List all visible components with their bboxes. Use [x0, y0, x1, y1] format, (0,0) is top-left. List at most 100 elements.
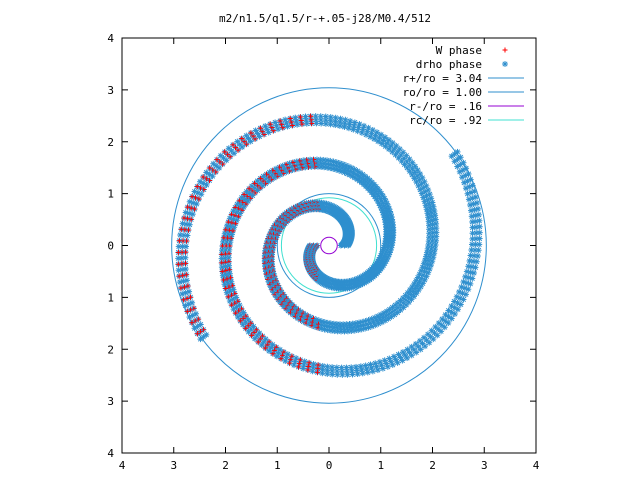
- drho-point: [451, 310, 458, 317]
- w-point: [227, 154, 233, 160]
- drho-point: [373, 129, 380, 136]
- drho-point: [220, 238, 227, 245]
- drho-point: [469, 275, 476, 282]
- drho-point: [432, 212, 439, 219]
- legend-label-drho: drho phase: [416, 58, 482, 71]
- drho-point: [404, 355, 411, 362]
- w-point: [243, 141, 249, 147]
- drho-point: [209, 173, 216, 180]
- w-point: [257, 176, 263, 182]
- w-point: [181, 297, 187, 303]
- drho-point: [175, 267, 182, 274]
- drho-point: [417, 283, 424, 290]
- w-point: [254, 183, 260, 189]
- w-point: [297, 158, 303, 164]
- w-point: [309, 120, 315, 126]
- legend-label-w: W phase: [436, 44, 482, 57]
- chart-title: m2/n1.5/q1.5/r-+.05-j28/M0.4/512: [219, 12, 431, 25]
- drho-point: [324, 370, 331, 377]
- drho-point: [239, 321, 246, 328]
- drho-point: [473, 258, 480, 265]
- y-tick-label: 1: [107, 188, 114, 201]
- w-point: [241, 192, 247, 198]
- drho-point: [266, 347, 273, 354]
- drho-point: [391, 311, 398, 318]
- w-point: [305, 363, 311, 369]
- drho-point: [428, 245, 435, 252]
- drho-point: [251, 335, 258, 342]
- w-point: [188, 216, 194, 222]
- drho-point: [454, 156, 461, 163]
- drho-point: [175, 243, 182, 250]
- legend-label-circle: r+/ro = 3.04: [403, 72, 483, 85]
- drho-point: [417, 346, 424, 353]
- x-tick-label: 3: [481, 459, 488, 472]
- drho-point: [191, 325, 198, 332]
- drho-point: [177, 231, 184, 238]
- w-point: [184, 308, 190, 314]
- w-point: [260, 178, 266, 184]
- w-point: [277, 118, 283, 124]
- drho-point: [385, 137, 392, 144]
- drho-point: [439, 316, 446, 323]
- drho-point: [309, 368, 316, 375]
- w-point: [296, 364, 302, 370]
- drho-point: [369, 368, 376, 375]
- drho-point: [463, 165, 470, 172]
- w-point: [223, 268, 229, 274]
- w-point: [270, 351, 276, 357]
- drho-point: [414, 167, 421, 174]
- drho-point: [475, 211, 482, 218]
- drho-point: [322, 113, 329, 120]
- w-point: [224, 151, 230, 157]
- drho-point: [406, 349, 413, 356]
- drho-point: [245, 316, 252, 323]
- drho-point: [351, 119, 358, 126]
- w-point: [200, 174, 206, 180]
- drho-point: [329, 371, 336, 378]
- w-point: [296, 360, 302, 366]
- drho-point: [262, 123, 269, 130]
- w-point: [502, 47, 508, 53]
- drho-point: [389, 361, 396, 368]
- drho-point: [410, 293, 417, 300]
- w-point: [221, 277, 227, 283]
- w-point: [257, 125, 263, 131]
- drho-point: [197, 178, 204, 185]
- y-tick-label: 2: [107, 343, 114, 356]
- drho-point: [334, 371, 341, 378]
- w-point: [189, 194, 195, 200]
- w-point: [226, 227, 232, 233]
- drho-point: [430, 203, 437, 210]
- drho-point: [292, 114, 299, 121]
- w-point: [176, 273, 182, 279]
- w-point: [207, 165, 213, 171]
- drho-point: [252, 127, 259, 134]
- w-point: [287, 360, 293, 366]
- w-point: [255, 339, 261, 345]
- drho-point: [442, 311, 449, 318]
- drho-point: [186, 314, 193, 321]
- reference-circles: [171, 87, 487, 404]
- drho-point: [462, 273, 469, 280]
- w-point: [243, 325, 249, 331]
- drho-point: [476, 229, 483, 236]
- drho-point: [393, 142, 400, 149]
- drho-point: [445, 319, 452, 326]
- drho-point: [468, 213, 475, 220]
- w-point: [241, 138, 247, 144]
- w-point: [189, 320, 195, 326]
- drho-point: [219, 272, 226, 279]
- w-point: [178, 285, 184, 291]
- drho-point: [354, 371, 361, 378]
- w-point: [278, 356, 284, 362]
- drho-point: [412, 163, 419, 170]
- drho-point: [176, 279, 183, 286]
- w-point: [290, 159, 296, 165]
- y-tick-label: 3: [107, 395, 114, 408]
- drho-point: [282, 116, 289, 123]
- w-point: [185, 216, 191, 222]
- w-point: [223, 285, 229, 291]
- drho-point: [384, 363, 391, 370]
